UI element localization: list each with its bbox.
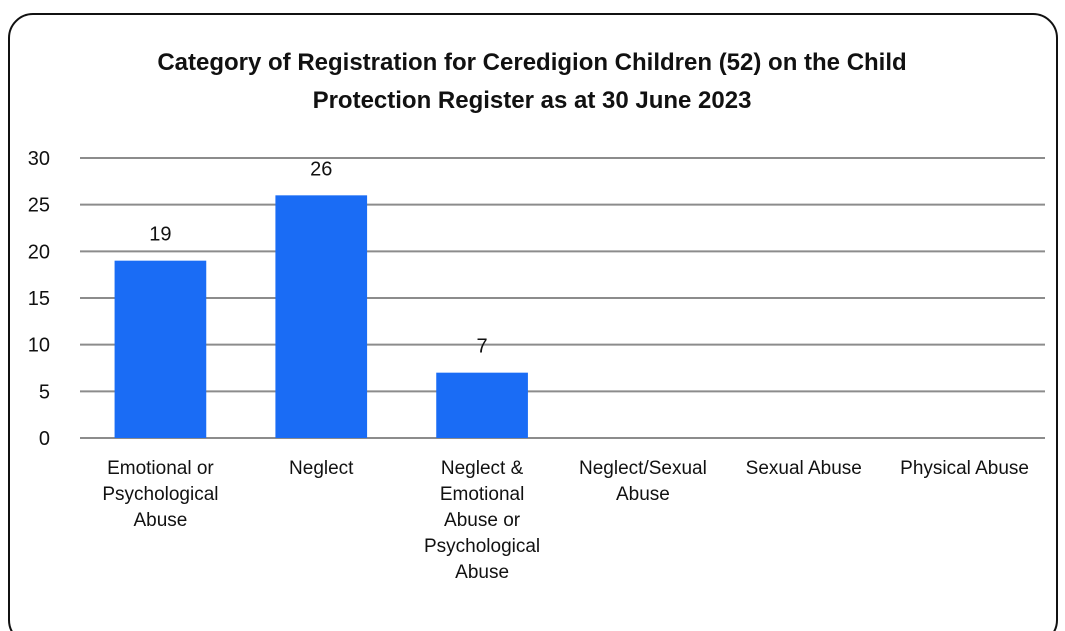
y-tick-label: 20: [28, 241, 50, 263]
bar: [275, 195, 368, 438]
data-label: 19: [149, 224, 171, 246]
chart-title: Category of Registration for Ceredigion …: [157, 49, 907, 114]
y-tick-label: 0: [39, 428, 50, 450]
data-label: 26: [310, 158, 332, 180]
x-tick-label: Emotional or Psychological Abuse: [102, 458, 219, 531]
x-tick-label: Neglect: [289, 458, 354, 479]
x-tick-label: Physical Abuse: [900, 458, 1029, 479]
bar: [114, 260, 207, 438]
y-tick-label: 25: [28, 195, 50, 217]
x-tick-label: Neglect & Emotional Abuse or Psychologic…: [423, 458, 541, 583]
x-tick-label: Sexual Abuse: [745, 458, 862, 479]
y-tick-label: 10: [28, 335, 50, 357]
x-tick-label: Neglect/Sexual Abuse: [579, 458, 707, 505]
bar: [436, 372, 528, 438]
y-tick-label: 30: [28, 148, 50, 170]
chart-border: [8, 13, 1058, 631]
y-tick-label: 15: [28, 288, 50, 310]
y-tick-label: 5: [39, 381, 50, 403]
data-label: 7: [477, 336, 488, 358]
